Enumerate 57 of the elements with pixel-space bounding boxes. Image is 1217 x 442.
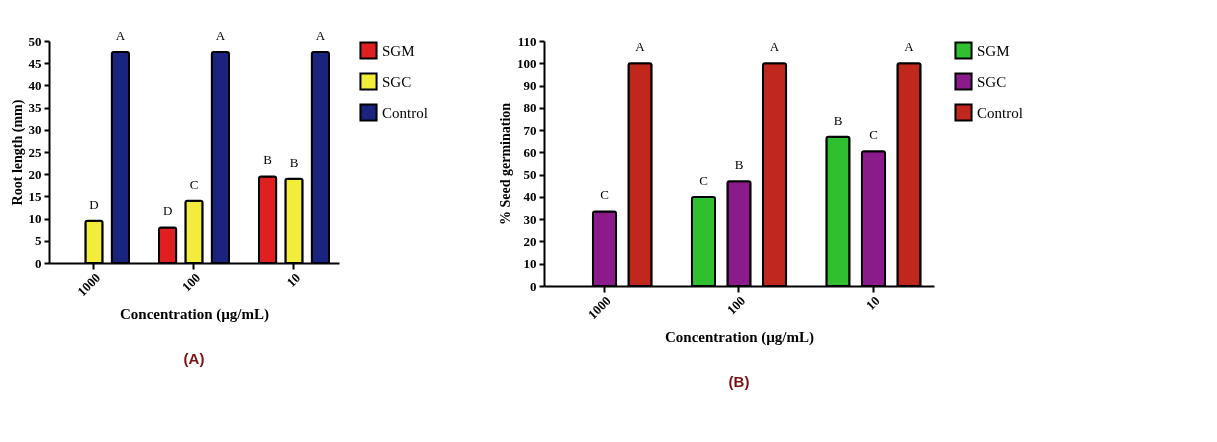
data-label: A bbox=[215, 28, 226, 44]
x-tick-label: 100 bbox=[723, 293, 749, 318]
data-label: C bbox=[600, 187, 609, 203]
y-tick-label: 5 bbox=[35, 233, 42, 249]
x-tick-label: 100 bbox=[178, 270, 204, 295]
data-label: B bbox=[734, 157, 744, 173]
x-axis-title: Concentration (µg/mL) bbox=[119, 306, 270, 324]
x-tick-label: 10 bbox=[283, 270, 304, 290]
y-tick-label: 20 bbox=[523, 233, 537, 249]
y-tick-label: 35 bbox=[28, 100, 42, 116]
data-label: A bbox=[904, 39, 915, 55]
data-label: C bbox=[699, 172, 708, 188]
y-tick-label: 25 bbox=[28, 144, 42, 160]
legend-label: Control bbox=[382, 104, 428, 121]
y-tick-label: 15 bbox=[28, 188, 42, 204]
y-tick-label: 45 bbox=[28, 55, 42, 71]
data-label: A bbox=[115, 28, 126, 44]
y-tick-label: 0 bbox=[35, 255, 42, 271]
data-label: D bbox=[162, 203, 173, 219]
y-tick-label: 10 bbox=[523, 256, 537, 272]
data-label: C bbox=[869, 127, 878, 143]
y-tick-label: 20 bbox=[28, 166, 42, 182]
data-label: A bbox=[769, 39, 780, 55]
y-axis-title: Root length (mm) bbox=[9, 99, 26, 206]
legend-label: SGM bbox=[382, 42, 415, 59]
y-tick-label: 100 bbox=[517, 55, 537, 71]
y-tick-label: 50 bbox=[28, 33, 42, 49]
x-tick-label: 10 bbox=[862, 293, 883, 313]
y-tick-label: 110 bbox=[517, 33, 537, 49]
y-tick-label: 40 bbox=[523, 189, 537, 205]
data-label: B bbox=[833, 112, 843, 128]
y-tick-label: 0 bbox=[530, 278, 537, 294]
data-label: C bbox=[189, 176, 199, 192]
data-label: D bbox=[89, 196, 99, 212]
x-tick-label: 1000 bbox=[74, 270, 104, 300]
text: (B) bbox=[728, 372, 750, 390]
legend-label: SGC bbox=[977, 73, 1007, 90]
legend-label: SGM bbox=[977, 42, 1010, 59]
data-label: A bbox=[635, 39, 646, 55]
y-tick-label: 80 bbox=[523, 100, 537, 116]
y-tick-label: 30 bbox=[28, 122, 42, 138]
x-tick-label: 1000 bbox=[584, 293, 614, 323]
y-tick-label: 70 bbox=[523, 122, 537, 138]
legend-label: SGC bbox=[382, 73, 412, 90]
legend-label: Control bbox=[977, 104, 1023, 121]
text: (A) bbox=[183, 349, 205, 367]
data-label: B bbox=[289, 154, 299, 170]
y-tick-label: 10 bbox=[28, 211, 42, 227]
y-tick-label: 90 bbox=[523, 78, 537, 94]
data-label: B bbox=[263, 152, 273, 168]
y-tick-label: 50 bbox=[523, 167, 537, 183]
x-axis-title: Concentration (µg/mL) bbox=[664, 329, 815, 347]
y-tick-label: 30 bbox=[523, 211, 537, 227]
y-tick-label: 60 bbox=[523, 144, 537, 160]
y-tick-label: 40 bbox=[28, 77, 42, 93]
data-label: A bbox=[315, 28, 326, 44]
y-axis-title: % Seed germination bbox=[498, 102, 513, 226]
